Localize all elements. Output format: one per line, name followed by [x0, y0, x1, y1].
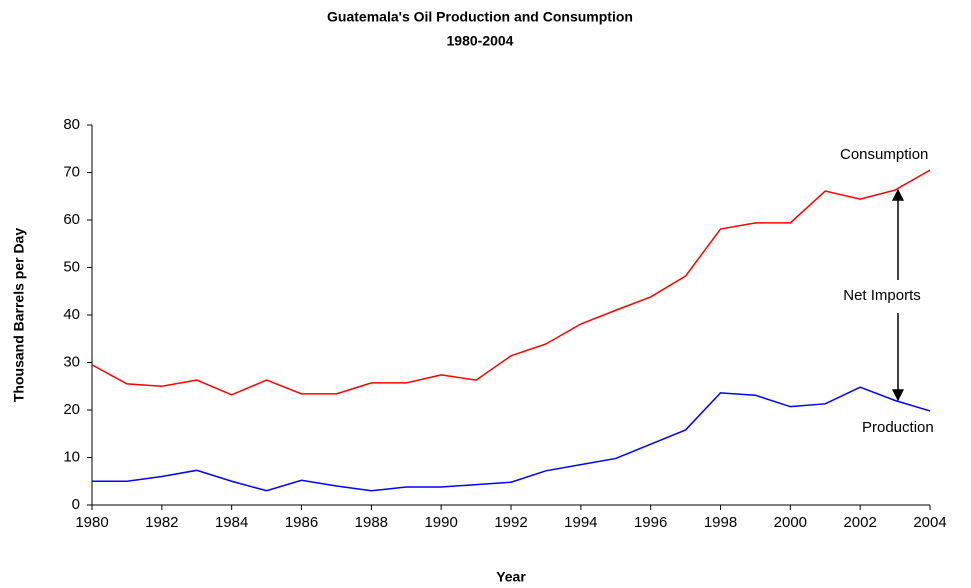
x-tick-label: 2002	[843, 514, 876, 531]
series-label: Production	[862, 419, 934, 436]
x-tick-label: 1990	[424, 514, 457, 531]
y-axis-label: Thousand Barrels per Day	[11, 228, 27, 402]
y-tick-label: 10	[63, 448, 80, 465]
y-tick-label: 40	[63, 306, 80, 323]
y-tick-label: 30	[63, 353, 80, 370]
chart-title: Guatemala's Oil Production and Consumpti…	[327, 9, 633, 25]
x-axis-label: Year	[496, 569, 526, 585]
x-tick-label: 1984	[215, 514, 248, 531]
y-tick-label: 0	[72, 496, 80, 513]
x-tick-label: 1980	[75, 514, 108, 531]
series-label: Consumption	[840, 146, 928, 163]
x-tick-label: 1992	[494, 514, 527, 531]
y-tick-label: 70	[63, 163, 80, 180]
y-tick-label: 50	[63, 258, 80, 275]
y-tick-label: 60	[63, 211, 80, 228]
y-tick-label: 20	[63, 401, 80, 418]
x-tick-label: 2004	[913, 514, 946, 531]
x-tick-label: 1998	[704, 514, 737, 531]
series-line	[91, 169, 931, 396]
x-tick-label: 1986	[285, 514, 318, 531]
annotation: Net Imports	[843, 287, 921, 304]
x-tick-label: 1996	[634, 514, 667, 531]
x-tick-label: 1994	[564, 514, 597, 531]
chart-subtitle: 1980-2004	[447, 33, 514, 49]
x-tick-label: 1988	[355, 514, 388, 531]
series-line	[92, 386, 931, 492]
x-tick-label: 1982	[145, 514, 178, 531]
x-tick-label: 2000	[774, 514, 807, 531]
y-tick-label: 80	[63, 116, 80, 133]
